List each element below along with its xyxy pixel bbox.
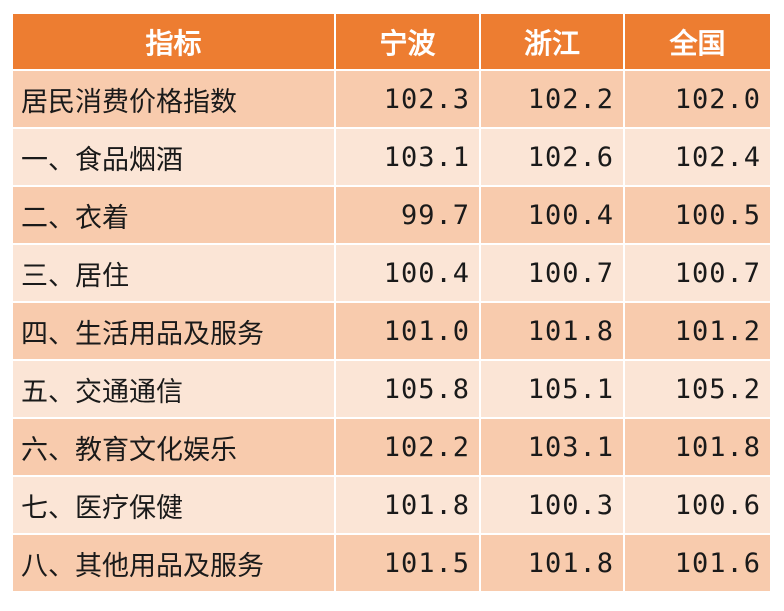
row-label: 八、其他用品及服务 [13, 535, 336, 593]
value-zhejiang: 100.7 [481, 245, 625, 303]
table-row: 一、食品烟酒 103.1 102.6 102.4 [13, 129, 770, 187]
table-row: 六、教育文化娱乐 102.2 103.1 101.8 [13, 419, 770, 477]
value-zhejiang: 103.1 [481, 419, 625, 477]
value-zhejiang: 102.2 [481, 71, 625, 129]
table-row: 四、生活用品及服务 101.0 101.8 101.2 [13, 303, 770, 361]
row-label: 一、食品烟酒 [13, 129, 336, 187]
value-national: 101.2 [625, 303, 770, 361]
table-row: 八、其他用品及服务 101.5 101.8 101.6 [13, 535, 770, 593]
value-national: 101.8 [625, 419, 770, 477]
value-ningbo: 103.1 [336, 129, 481, 187]
value-ningbo: 101.8 [336, 477, 481, 535]
value-national: 100.7 [625, 245, 770, 303]
value-zhejiang: 105.1 [481, 361, 625, 419]
cpi-table: 指标 宁波 浙江 全国 居民消费价格指数 102.3 102.2 102.0 一… [13, 14, 770, 593]
header-national: 全国 [625, 14, 770, 71]
value-ningbo: 99.7 [336, 187, 481, 245]
table-row: 五、交通通信 105.8 105.1 105.2 [13, 361, 770, 419]
table-header: 指标 宁波 浙江 全国 [13, 14, 770, 71]
value-zhejiang: 101.8 [481, 535, 625, 593]
value-ningbo: 105.8 [336, 361, 481, 419]
value-ningbo: 102.3 [336, 71, 481, 129]
value-ningbo: 100.4 [336, 245, 481, 303]
value-ningbo: 101.0 [336, 303, 481, 361]
value-national: 100.6 [625, 477, 770, 535]
value-national: 101.6 [625, 535, 770, 593]
value-zhejiang: 100.4 [481, 187, 625, 245]
value-zhejiang: 101.8 [481, 303, 625, 361]
header-zhejiang: 浙江 [481, 14, 625, 71]
value-ningbo: 102.2 [336, 419, 481, 477]
row-label: 七、医疗保健 [13, 477, 336, 535]
value-ningbo: 101.5 [336, 535, 481, 593]
table-row: 三、居住 100.4 100.7 100.7 [13, 245, 770, 303]
row-label: 二、衣着 [13, 187, 336, 245]
row-label: 居民消费价格指数 [13, 71, 336, 129]
table-row: 居民消费价格指数 102.3 102.2 102.0 [13, 71, 770, 129]
value-national: 102.0 [625, 71, 770, 129]
value-national: 102.4 [625, 129, 770, 187]
value-zhejiang: 102.6 [481, 129, 625, 187]
row-label: 五、交通通信 [13, 361, 336, 419]
value-national: 105.2 [625, 361, 770, 419]
header-indicator: 指标 [13, 14, 336, 71]
value-national: 100.5 [625, 187, 770, 245]
row-label: 六、教育文化娱乐 [13, 419, 336, 477]
row-label: 三、居住 [13, 245, 336, 303]
value-zhejiang: 100.3 [481, 477, 625, 535]
row-label: 四、生活用品及服务 [13, 303, 336, 361]
table-row: 二、衣着 99.7 100.4 100.5 [13, 187, 770, 245]
header-ningbo: 宁波 [336, 14, 481, 71]
table-row: 七、医疗保健 101.8 100.3 100.6 [13, 477, 770, 535]
